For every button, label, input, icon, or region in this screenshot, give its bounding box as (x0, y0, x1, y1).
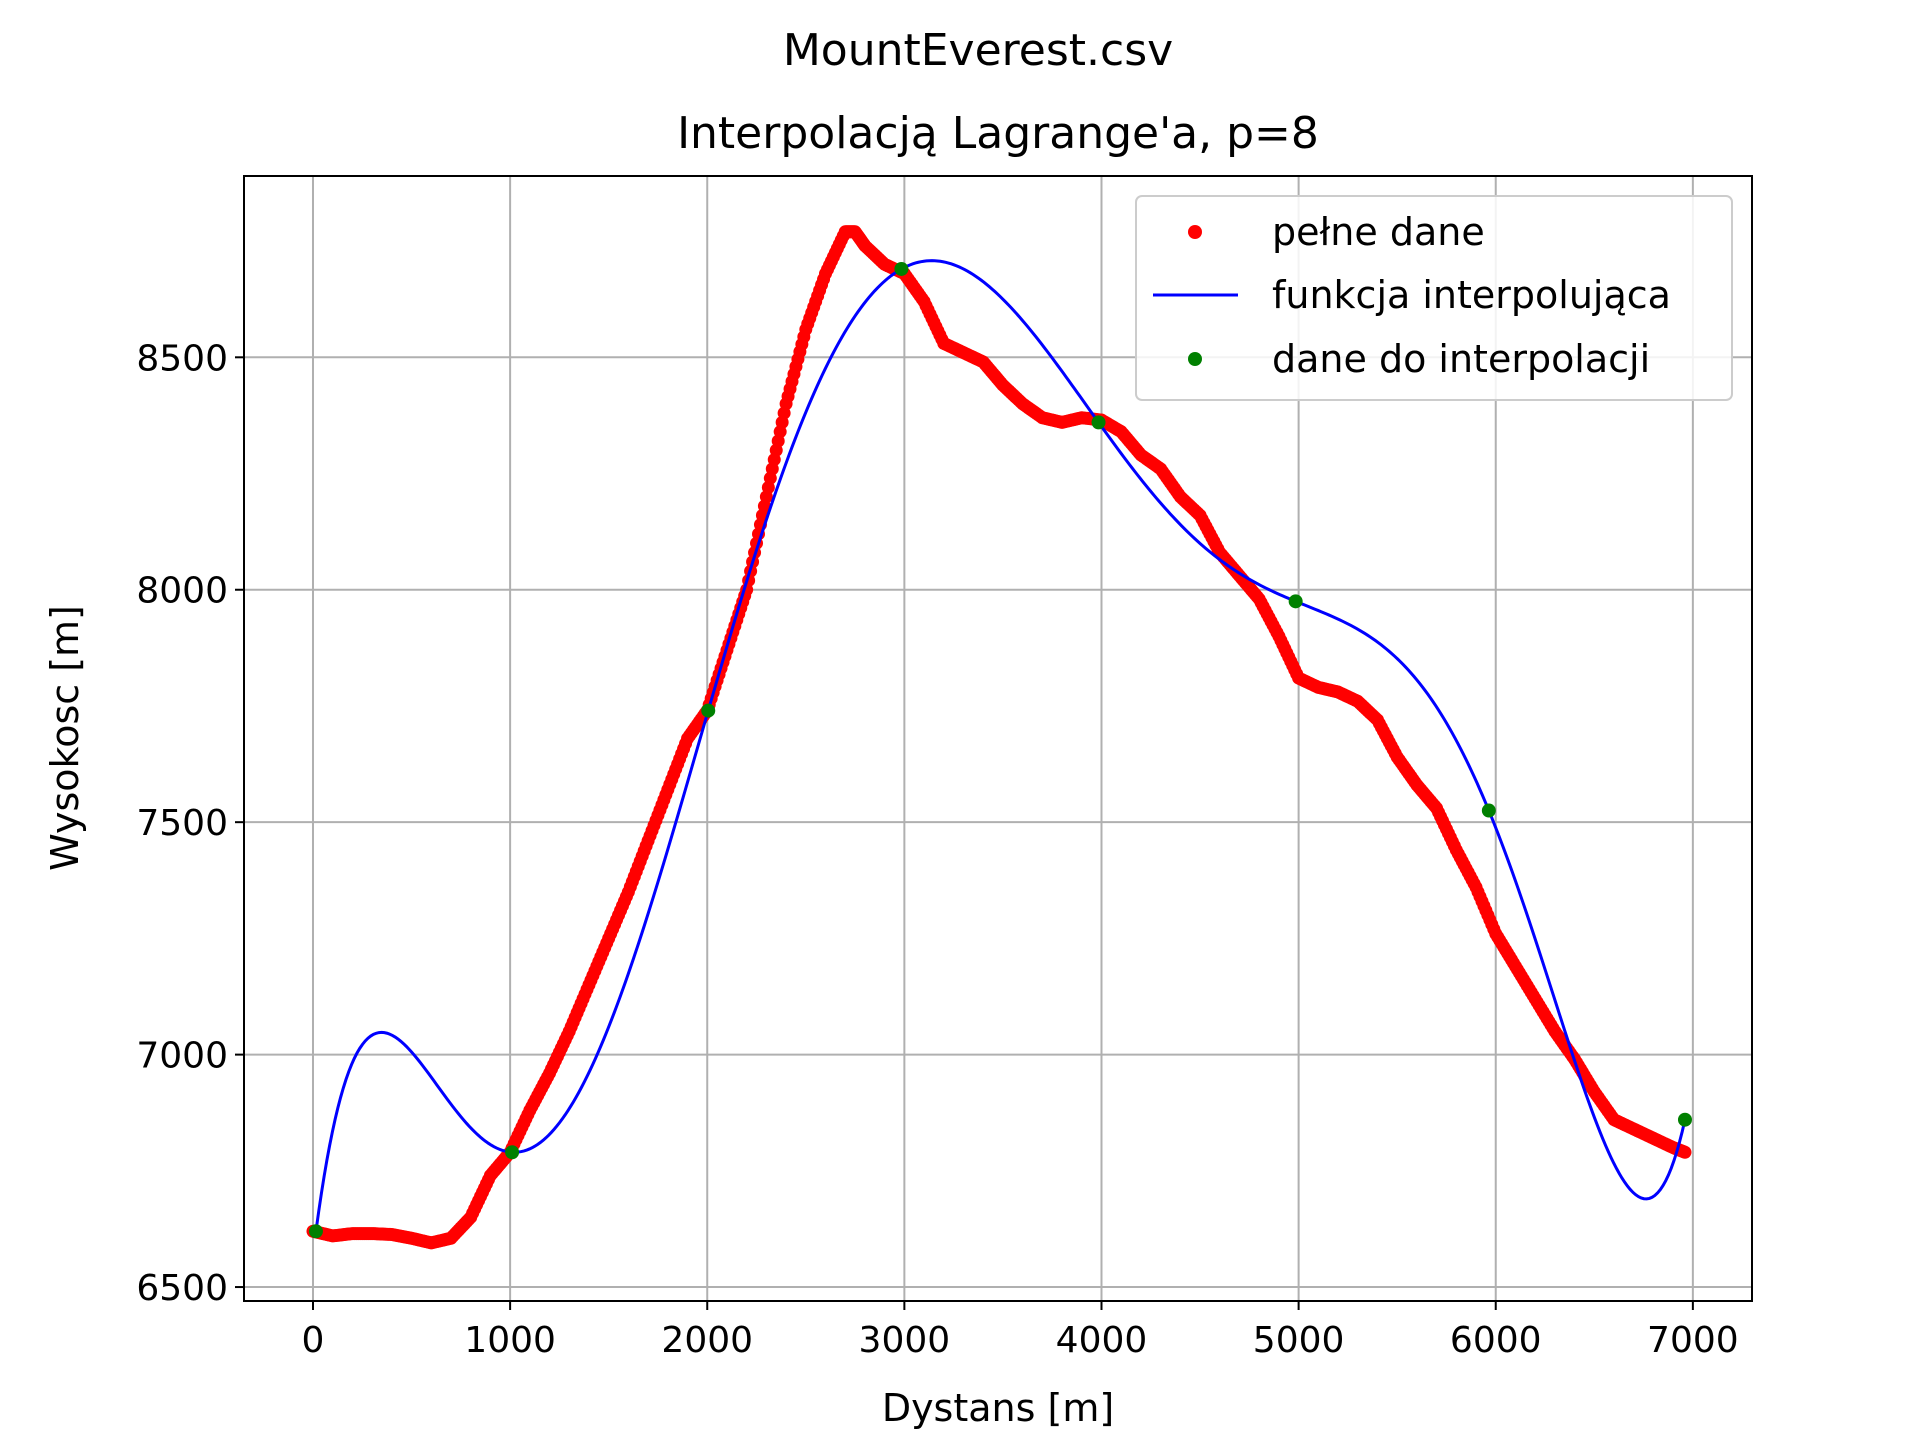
legend-label-interpolating-function: funkcja interpolująca (1272, 273, 1671, 317)
interpolation-node (1481, 803, 1496, 818)
x-tick-label: 7000 (1647, 1320, 1739, 1361)
interpolation-node (1091, 415, 1106, 430)
legend-box (1135, 195, 1733, 401)
y-tick-label: 8000 (136, 571, 228, 612)
x-tick-label: 4000 (1056, 1320, 1148, 1361)
interpolation-node (1677, 1112, 1692, 1127)
interpolation-node (894, 261, 909, 276)
legend-marker-red-dot (1188, 225, 1202, 239)
axis-ticks: 0 1000 2000 3000 4000 5000 6000 7000 6500 7000 750… (136, 338, 1738, 1361)
y-tick-label: 7500 (136, 803, 228, 844)
interpolation-node (701, 703, 716, 718)
y-axis-label: Wysokosc [m] (43, 605, 87, 871)
y-tick-label: 8500 (136, 338, 228, 379)
x-tick-label: 5000 (1253, 1320, 1345, 1361)
full-data-point (1678, 1145, 1692, 1159)
y-tick-label: 6500 (136, 1268, 228, 1309)
interpolation-node (505, 1145, 520, 1160)
y-tick-label: 7000 (136, 1036, 228, 1077)
x-tick-label: 0 (302, 1320, 325, 1361)
legend-label-interpolation-data: dane do interpolacji (1272, 337, 1650, 381)
interpolating-function-line (314, 259, 1687, 1232)
legend-marker-green-dot (1188, 352, 1202, 366)
x-tick-label: 2000 (661, 1320, 753, 1361)
interpolation-node (1288, 594, 1303, 609)
x-axis-label: Dystans [m] (882, 1386, 1114, 1430)
interpolation-node (308, 1224, 323, 1239)
plot-series (306, 225, 1692, 1250)
legend: pełne dane funkcja interpolująca dane do… (1135, 195, 1733, 401)
x-tick-label: 3000 (859, 1320, 951, 1361)
legend-label-full-data: pełne dane (1272, 210, 1485, 254)
chart-title: Interpolacją Lagrange'a, p=8 (677, 108, 1319, 159)
plot-frame (243, 175, 1753, 1302)
x-tick-label: 1000 (464, 1320, 556, 1361)
chart-suptitle: MountEverest.csv (783, 25, 1173, 76)
x-tick-label: 6000 (1450, 1320, 1542, 1361)
